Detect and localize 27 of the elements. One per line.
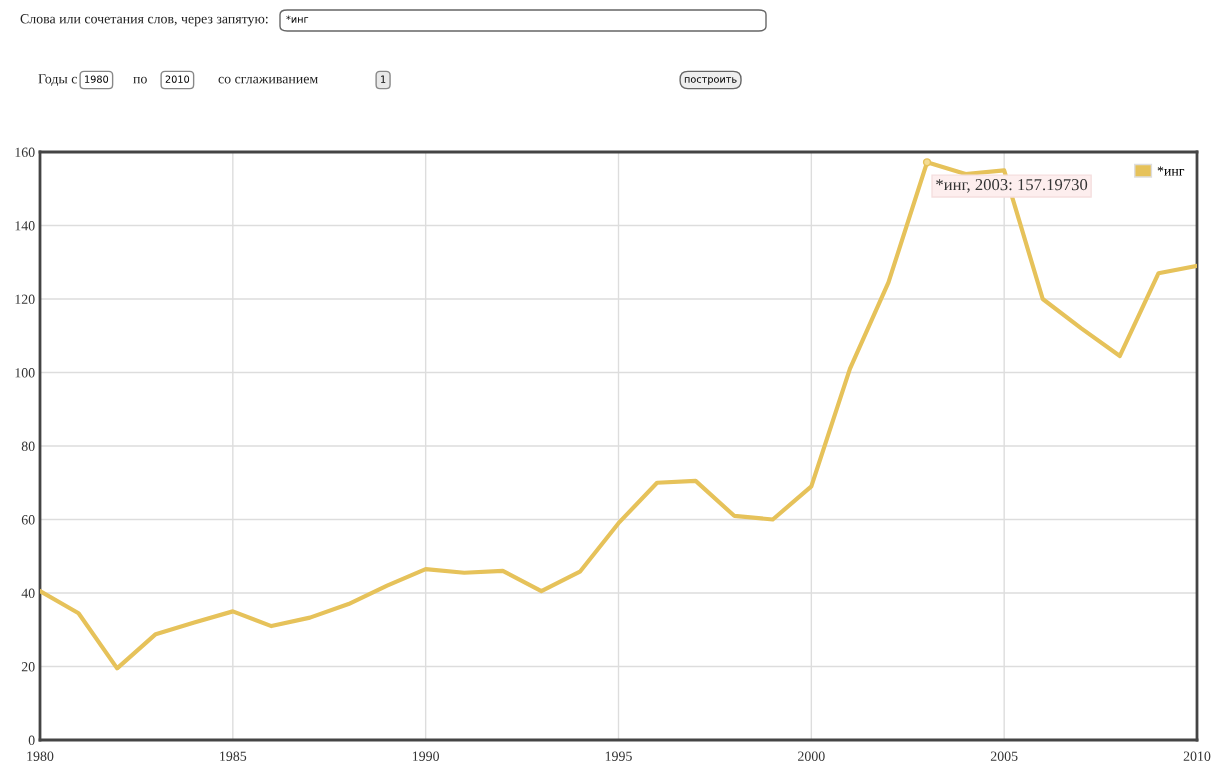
x-tick-label: 1990 bbox=[413, 751, 440, 761]
text: построить bbox=[684, 77, 737, 85]
x-tick-label: 2000 bbox=[798, 751, 825, 761]
y-tick-label: 40 bbox=[21, 588, 35, 598]
text: 1 bbox=[381, 75, 386, 83]
y-tick-label: 20 bbox=[21, 662, 35, 672]
y-tick-label: 120 bbox=[15, 294, 35, 304]
annotation: *инг, 2003: 157.19730 bbox=[936, 178, 1088, 193]
y-tick-label: 160 bbox=[15, 147, 35, 157]
x-tick-label: 1995 bbox=[605, 751, 632, 761]
y-tick-label: 80 bbox=[21, 441, 35, 451]
text: Годы с bbox=[38, 74, 77, 87]
y-tick-label: 100 bbox=[15, 368, 35, 378]
x-tick-label: 1985 bbox=[220, 751, 247, 761]
x-tick-label: 1980 bbox=[27, 751, 54, 761]
x-tick-label: 2010 bbox=[1183, 751, 1211, 761]
text: со сглаживанием bbox=[218, 76, 318, 84]
y-tick-label: 140 bbox=[15, 221, 35, 231]
y-tick-label: 0 bbox=[28, 735, 35, 745]
text: 2010 bbox=[165, 75, 190, 83]
text: *инг bbox=[286, 15, 309, 23]
text: 1980 bbox=[85, 75, 109, 83]
text: по bbox=[133, 76, 147, 84]
y-tick-label: 60 bbox=[21, 515, 35, 525]
legend-label: *инг bbox=[1157, 166, 1185, 176]
x-tick-label: 2005 bbox=[990, 751, 1018, 761]
text: Слова или сочетания слов, через запятую: bbox=[20, 14, 268, 27]
